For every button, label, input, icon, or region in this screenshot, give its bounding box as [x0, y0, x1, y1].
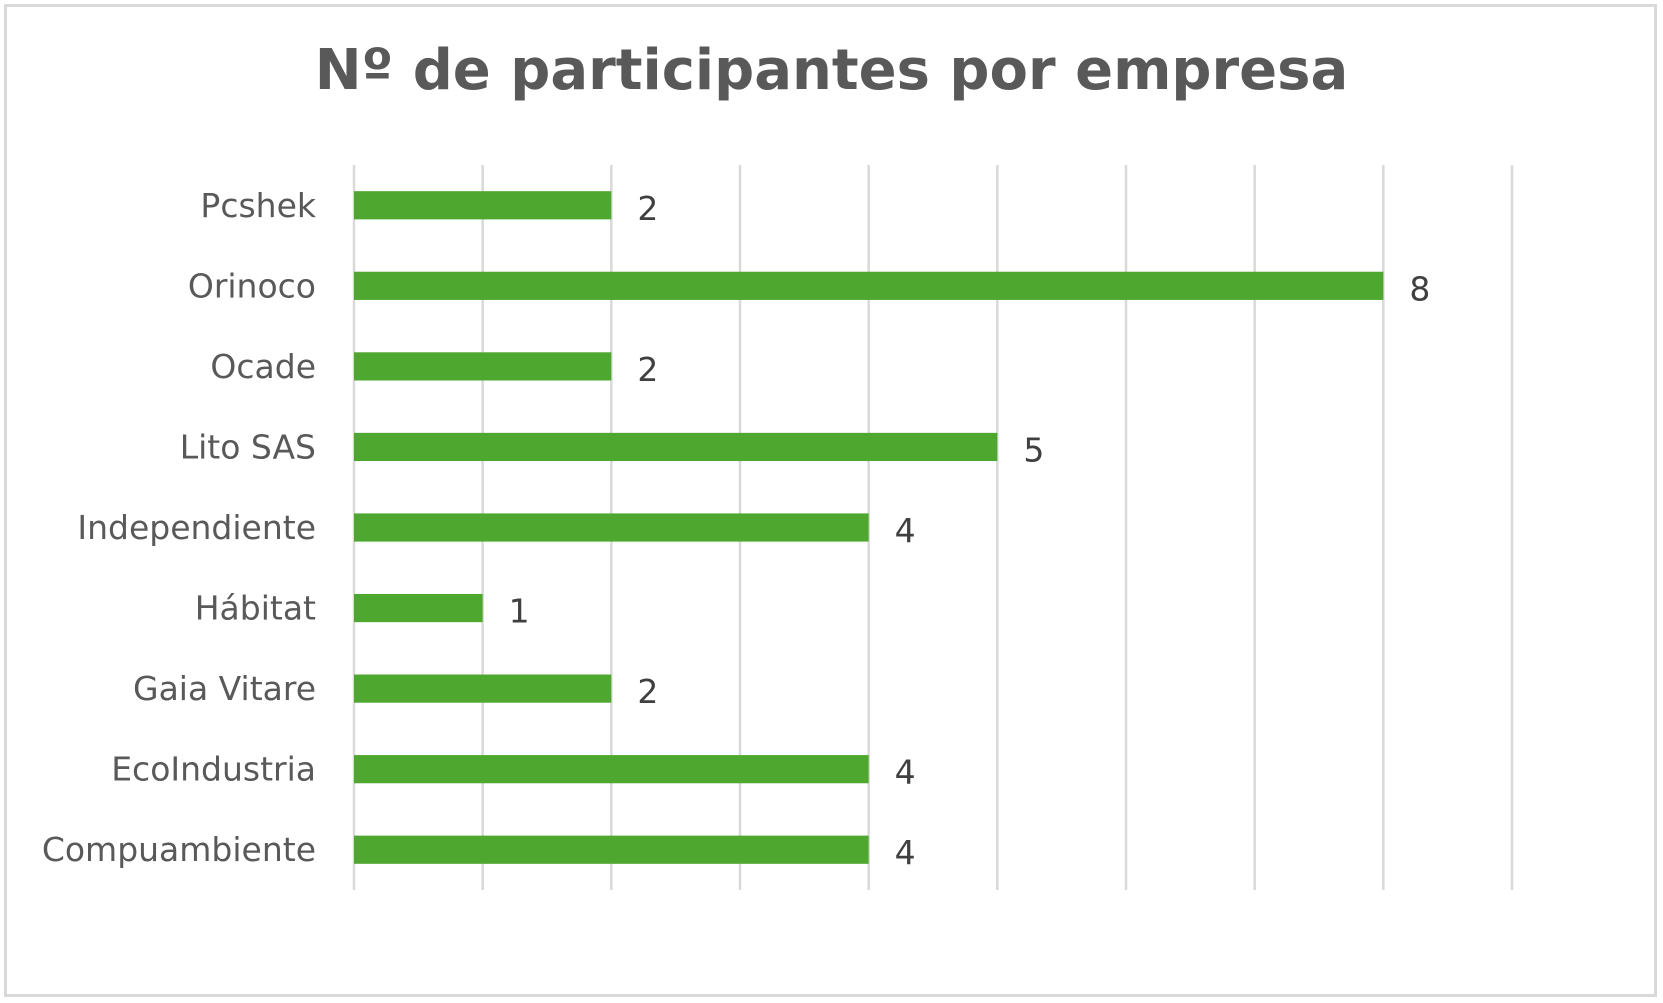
bar [354, 191, 612, 220]
category-label: Independiente [77, 508, 316, 547]
category-label: Ocade [210, 347, 316, 386]
bar [354, 593, 483, 623]
data-label: 2 [637, 189, 658, 228]
data-label: 1 [509, 592, 530, 631]
data-labels: 2 8 2 5 4 1 2 4 4 [509, 189, 1431, 872]
data-label: 4 [895, 753, 916, 792]
bar [354, 674, 612, 703]
bars [354, 191, 1384, 864]
category-label: Lito SAS [180, 427, 316, 466]
category-label: EcoIndustria [111, 750, 316, 789]
category-label: Orinoco [188, 266, 316, 305]
category-label: Compuambiente [42, 830, 316, 869]
bar [354, 271, 1384, 300]
category-labels: Pcshek Orinoco Ocade Lito SAS Independiente H… [42, 186, 317, 869]
bar [354, 835, 869, 864]
bar [354, 755, 869, 784]
bar [354, 352, 612, 381]
bar [354, 513, 869, 542]
bar [354, 432, 998, 462]
category-label: Hábitat [195, 589, 316, 628]
data-label: 2 [637, 672, 658, 711]
data-label: 2 [637, 350, 658, 389]
data-label: 8 [1409, 269, 1430, 308]
chart-frame [4, 4, 1657, 997]
data-label: 5 [1023, 430, 1044, 469]
category-label: Gaia Vitare [133, 669, 316, 708]
category-label: Pcshek [200, 186, 316, 225]
chart-title: Nº de participantes por empresa [314, 38, 1349, 103]
data-label: 4 [895, 511, 916, 550]
data-label: 4 [895, 833, 916, 872]
